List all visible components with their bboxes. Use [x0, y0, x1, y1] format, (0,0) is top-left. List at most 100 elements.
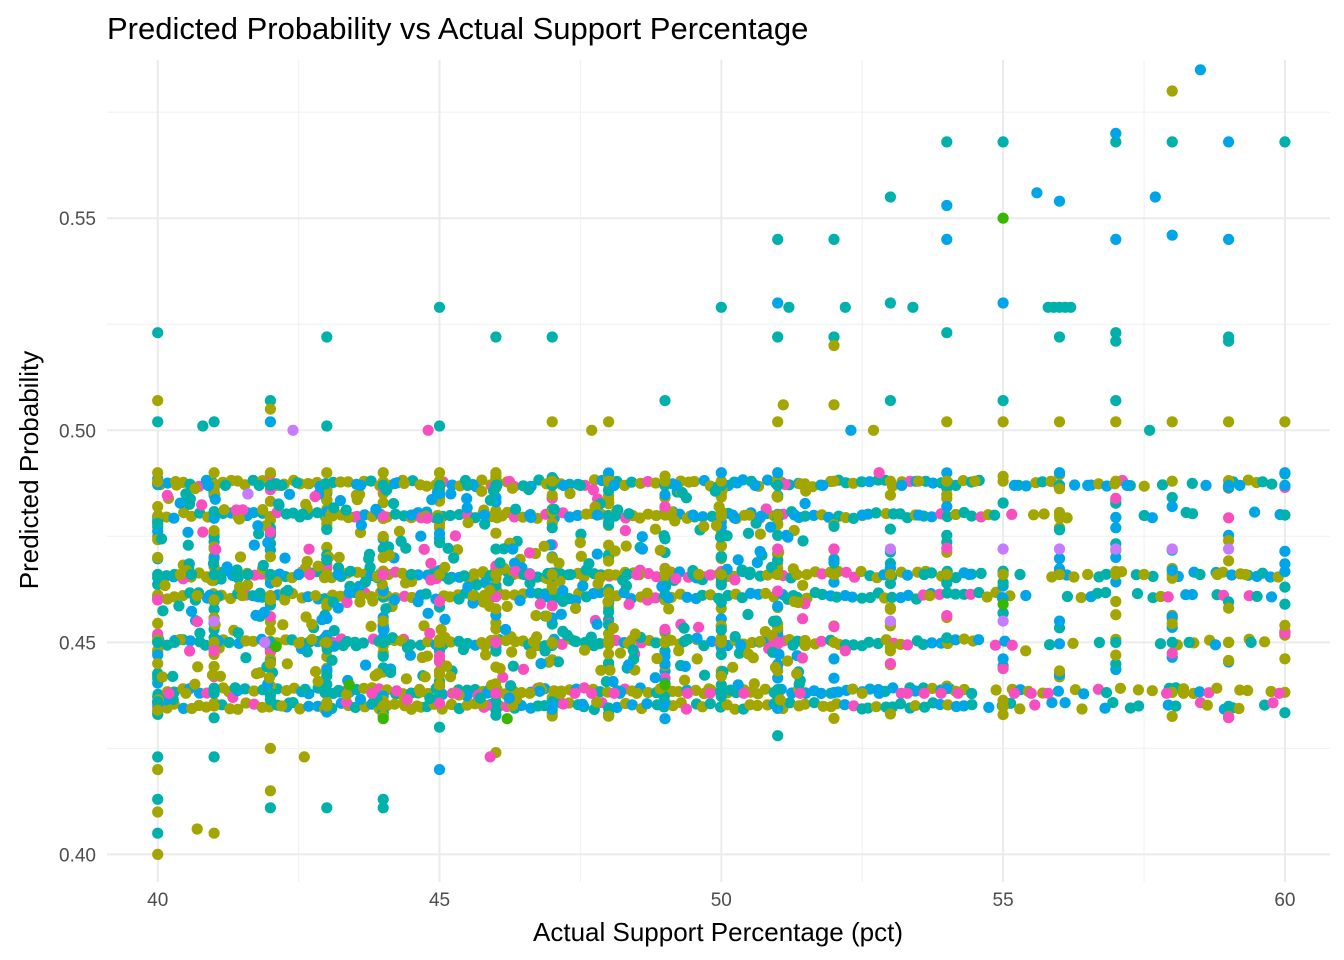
data-point: [918, 568, 930, 581]
data-point: [729, 574, 741, 586]
data-point: [1042, 687, 1054, 699]
data-point: [1223, 711, 1235, 724]
data-point: [479, 640, 491, 652]
data-point: [182, 539, 194, 551]
data-point: [949, 588, 962, 600]
data-point: [552, 656, 565, 668]
data-point: [448, 552, 460, 564]
data-point: [236, 590, 248, 602]
data-point: [662, 592, 674, 604]
data-point: [301, 555, 313, 568]
data-point: [787, 563, 799, 575]
data-point: [691, 653, 703, 665]
data-point: [450, 687, 462, 699]
data-point: [1025, 687, 1037, 699]
data-point: [575, 550, 587, 562]
data-point: [1110, 649, 1122, 661]
data-point: [328, 502, 340, 514]
data-point: [411, 700, 423, 712]
data-point: [579, 644, 591, 656]
data-point: [546, 700, 558, 712]
data-point: [1166, 416, 1178, 428]
data-point: [319, 687, 331, 699]
data-point: [941, 327, 953, 339]
data-point: [426, 494, 438, 506]
data-point: [564, 487, 576, 500]
data-point: [884, 191, 897, 203]
data-point: [1259, 636, 1271, 648]
data-point: [398, 477, 410, 489]
data-point: [751, 699, 764, 712]
data-point: [926, 682, 938, 695]
data-point: [191, 590, 203, 602]
data-point: [681, 687, 694, 699]
data-point: [433, 467, 446, 479]
data-point: [321, 700, 333, 712]
y-tick-label: 0.50: [59, 421, 96, 442]
data-point: [603, 710, 615, 722]
data-point: [546, 600, 558, 612]
data-point: [462, 581, 474, 593]
data-point: [254, 587, 266, 599]
data-point: [742, 648, 755, 660]
data-point: [546, 581, 558, 593]
data-point: [432, 512, 444, 524]
data-point: [997, 615, 1009, 627]
data-point: [765, 521, 777, 533]
data-point: [1223, 535, 1235, 547]
data-point: [788, 595, 800, 608]
data-point: [433, 669, 446, 681]
data-point: [768, 615, 780, 628]
data-point: [738, 687, 750, 699]
data-point: [152, 658, 164, 670]
data-point: [443, 573, 455, 585]
data-point: [333, 551, 345, 564]
data-point: [231, 568, 243, 581]
data-point: [828, 331, 840, 343]
data-point: [924, 590, 936, 602]
data-point: [886, 591, 898, 604]
data-point: [453, 508, 465, 521]
data-point: [754, 635, 766, 648]
data-point: [253, 479, 265, 491]
data-point: [264, 395, 276, 407]
data-point: [1166, 618, 1178, 630]
data-point: [591, 618, 603, 630]
data-point: [830, 698, 843, 710]
data-point: [523, 484, 535, 496]
data-point: [800, 485, 812, 497]
data-point: [1166, 564, 1178, 576]
data-point: [377, 510, 389, 522]
data-point: [208, 751, 220, 763]
data-point: [997, 497, 1009, 509]
data-point: [264, 467, 276, 479]
data-point: [400, 577, 412, 589]
data-point: [433, 528, 446, 540]
data-point: [527, 636, 540, 648]
data-point: [1038, 508, 1050, 520]
data-point: [385, 666, 397, 679]
data-point: [1029, 699, 1041, 711]
data-point: [283, 488, 296, 500]
data-point: [884, 658, 897, 670]
data-point: [617, 574, 629, 586]
data-point: [693, 621, 705, 633]
data-point: [421, 512, 433, 524]
data-point: [503, 692, 515, 704]
data-point: [1279, 566, 1291, 578]
data-point: [1053, 552, 1066, 565]
data-point: [1186, 589, 1198, 601]
data-point: [377, 497, 389, 509]
data-point: [1166, 543, 1178, 555]
data-point: [1149, 191, 1161, 203]
data-point: [772, 568, 784, 581]
data-point: [941, 416, 953, 428]
data-point: [490, 687, 502, 699]
data-point: [585, 631, 597, 643]
data-point: [471, 579, 483, 591]
data-point: [490, 331, 502, 343]
data-point: [1223, 512, 1235, 524]
data-point: [276, 700, 288, 712]
data-point: [389, 698, 401, 710]
